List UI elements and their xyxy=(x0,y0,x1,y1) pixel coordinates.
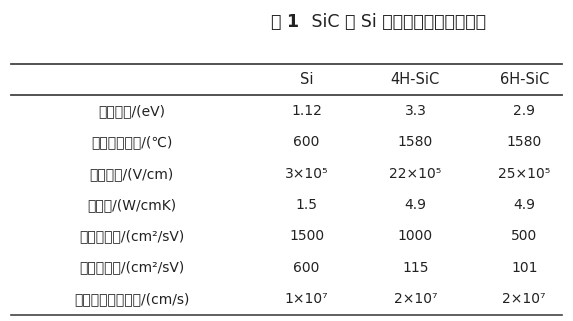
Text: 101: 101 xyxy=(511,261,537,275)
Text: 最大电子饱和速度/(cm/s): 最大电子饱和速度/(cm/s) xyxy=(74,292,190,306)
Text: 3×10⁵: 3×10⁵ xyxy=(285,167,328,181)
Text: 2×10⁷: 2×10⁷ xyxy=(394,292,437,306)
Text: 22×10⁵: 22×10⁵ xyxy=(389,167,442,181)
Text: 3.3: 3.3 xyxy=(405,104,426,118)
Text: 禁带宽度/(eV): 禁带宽度/(eV) xyxy=(99,104,165,118)
Text: Si: Si xyxy=(300,72,313,87)
Text: 4.9: 4.9 xyxy=(405,198,426,212)
Text: 600: 600 xyxy=(293,261,320,275)
Text: 4.9: 4.9 xyxy=(513,198,535,212)
Text: 空穴迁移率/(cm²/sV): 空穴迁移率/(cm²/sV) xyxy=(79,261,185,275)
Text: 1500: 1500 xyxy=(289,229,324,243)
Text: 表: 表 xyxy=(270,13,286,31)
Text: 500: 500 xyxy=(511,229,537,243)
Text: 1580: 1580 xyxy=(507,135,542,150)
Text: SiC 与 Si 半导体材料的特性对比: SiC 与 Si 半导体材料的特性对比 xyxy=(295,13,486,31)
Text: 击穿电场/(V/cm): 击穿电场/(V/cm) xyxy=(89,167,174,181)
Text: 1.12: 1.12 xyxy=(291,104,322,118)
Text: 最高工作温度/(℃): 最高工作温度/(℃) xyxy=(91,135,172,150)
Text: 1000: 1000 xyxy=(398,229,433,243)
Text: 1×10⁷: 1×10⁷ xyxy=(285,292,328,306)
Text: 热导率/(W/cmK): 热导率/(W/cmK) xyxy=(87,198,176,212)
Text: 6H-SiC: 6H-SiC xyxy=(500,72,549,87)
Text: 2×10⁷: 2×10⁷ xyxy=(503,292,546,306)
Text: 1: 1 xyxy=(286,13,299,31)
Text: 115: 115 xyxy=(402,261,429,275)
Text: 2.9: 2.9 xyxy=(513,104,535,118)
Text: 1.5: 1.5 xyxy=(296,198,317,212)
Text: 4H-SiC: 4H-SiC xyxy=(391,72,440,87)
Text: 电子迁移率/(cm²/sV): 电子迁移率/(cm²/sV) xyxy=(79,229,185,243)
Text: 25×10⁵: 25×10⁵ xyxy=(498,167,551,181)
Text: 1580: 1580 xyxy=(398,135,433,150)
Text: 600: 600 xyxy=(293,135,320,150)
